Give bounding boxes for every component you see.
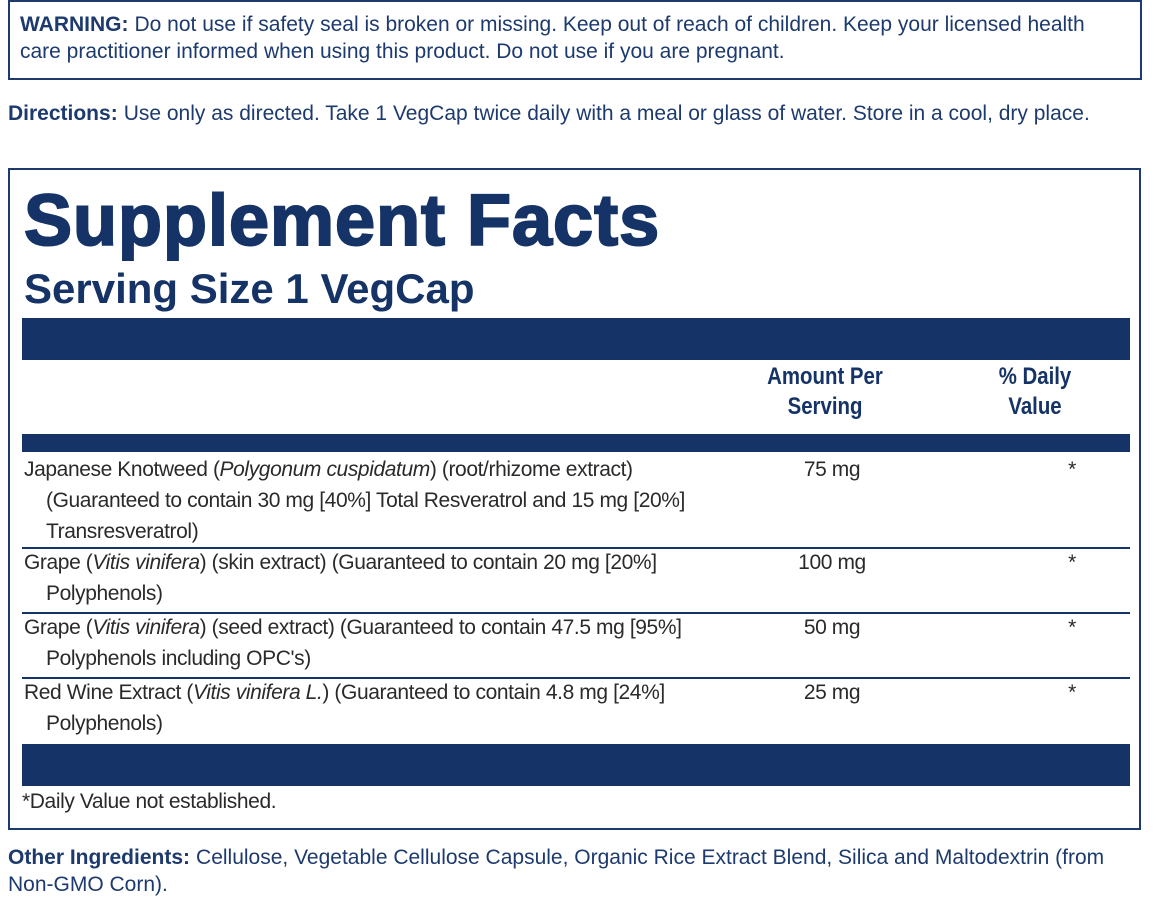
footer-bar: [22, 744, 1130, 786]
other-text: Cellulose, Vegetable Cellulose Capsule, …: [8, 846, 1105, 896]
facts-title: Supplement Facts: [23, 180, 661, 262]
ingredient-detail: ) (root/rhizome extract) (Guaranteed to …: [46, 458, 685, 543]
ingredient-name: Japanese Knotweed (: [24, 458, 220, 481]
amount: 100 mg: [798, 551, 866, 574]
daily-value: *: [1068, 681, 1076, 704]
daily-value-header: % Daily Value: [998, 363, 1072, 420]
daily-value: *: [1068, 551, 1076, 574]
ingredient: Japanese Knotweed (Polygonum cuspidatum)…: [22, 454, 746, 547]
daily-value: *: [1068, 458, 1076, 481]
daily-value: *: [1068, 616, 1076, 639]
header-rule: [22, 434, 1130, 452]
ingredient-name: Grape (: [24, 616, 93, 639]
ingredient-row: Red Wine Extract (Vitis vinifera L.) (Gu…: [22, 677, 1130, 746]
latin-name: Polygonum cuspidatum: [219, 458, 431, 481]
ingredient-detail: ) (skin extract) (Guaranteed to contain …: [46, 551, 657, 605]
ingredient-row: Grape (Vitis vinifera) (skin extract) (G…: [22, 547, 1130, 614]
warning-text: Do not use if safety seal is broken or m…: [20, 13, 1085, 63]
other-label: Other Ingredients:: [8, 846, 191, 869]
ingredient: Grape (Vitis vinifera) (skin extract) (G…: [22, 547, 746, 609]
warning-box: WARNING: Do not use if safety seal is bro…: [8, 0, 1142, 80]
warning-label: WARNING:: [20, 13, 129, 36]
latin-name: Vitis vinifera: [92, 616, 200, 639]
ingredient-detail: ) (Guaranteed to contain 4.8 mg [24%] Po…: [46, 681, 665, 735]
facts-panel: Supplement Facts Serving Size 1 VegCap A…: [8, 168, 1141, 830]
directions-label: Directions:: [8, 102, 118, 125]
ingredient-name: Red Wine Extract (: [24, 681, 194, 704]
latin-name: Vitis vinifera L.: [193, 681, 323, 704]
amount: 75 mg: [803, 458, 861, 481]
ingredient-name: Grape (: [24, 551, 93, 574]
ingredient-row: Grape (Vitis vinifera) (seed extract) (G…: [22, 612, 1130, 679]
latin-name: Vitis vinifera: [92, 551, 200, 574]
ingredient-row: Japanese Knotweed (Polygonum cuspidatum)…: [22, 454, 1130, 549]
other-ingredients: Other Ingredients: Cellulose, Vegetable C…: [8, 844, 1153, 898]
header-bar: [22, 318, 1130, 360]
amount-header: Amount Per Serving: [767, 363, 883, 420]
directions-text: Use only as directed. Take 1 VegCap twic…: [123, 102, 1090, 125]
serving-size: Serving Size 1 VegCap: [24, 265, 475, 312]
ingredient-detail: ) (seed extract) (Guaranteed to contain …: [46, 616, 682, 670]
amount: 50 mg: [803, 616, 861, 639]
ingredient: Grape (Vitis vinifera) (seed extract) (G…: [22, 612, 746, 674]
amount: 25 mg: [803, 681, 861, 704]
directions: Directions: Use only as directed. Take 1 …: [8, 100, 1148, 127]
footnote: *Daily Value not established.: [22, 790, 277, 813]
ingredient: Red Wine Extract (Vitis vinifera L.) (Gu…: [22, 677, 746, 739]
